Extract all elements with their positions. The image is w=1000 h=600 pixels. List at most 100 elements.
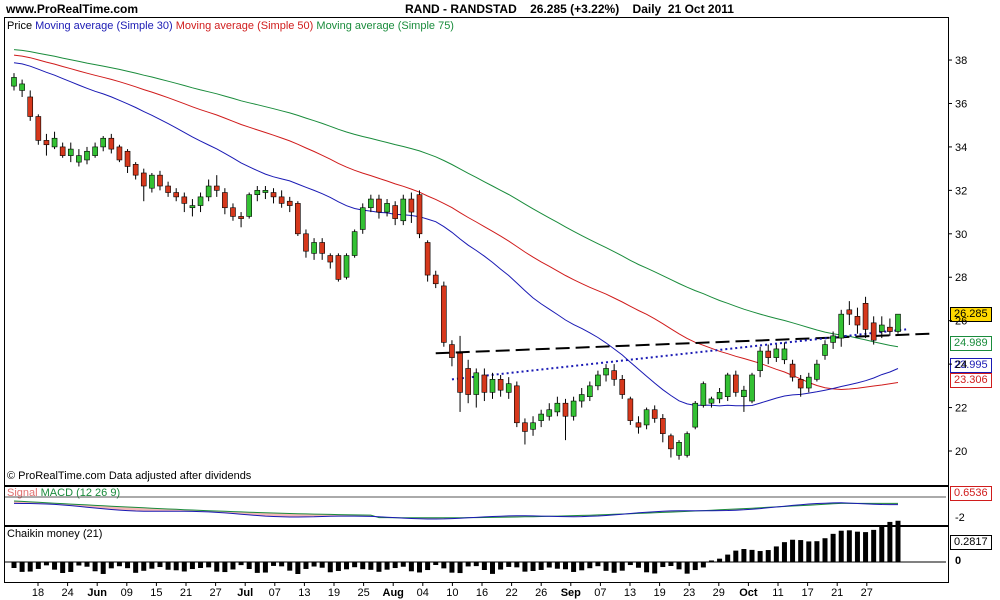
y-tick-label: 22	[955, 403, 967, 415]
candle-body	[546, 409, 553, 417]
x-tick-label: 10	[446, 587, 458, 599]
candle-body	[43, 140, 50, 146]
chaikin-bar	[84, 562, 90, 567]
macd-label: MACD (12 26 9)	[40, 487, 121, 499]
chaikin-bar	[790, 539, 796, 562]
chaikin-bar	[830, 533, 836, 562]
chaikin-bar	[449, 562, 455, 573]
chaikin-bar	[627, 562, 633, 566]
chaikin-bar	[846, 530, 852, 562]
candle-body	[230, 207, 236, 217]
x-tick-label: Sep	[561, 587, 581, 599]
candle-body	[132, 163, 139, 176]
candle-body	[441, 285, 447, 343]
candle-body	[35, 116, 42, 141]
chaikin-bar	[376, 562, 382, 572]
y-tick-label: 38	[955, 55, 967, 67]
candle-body	[213, 185, 220, 191]
candle-body	[838, 313, 845, 339]
chaikin-bar	[206, 562, 212, 568]
x-tick-label: 13	[624, 587, 636, 599]
chaikin-bar	[344, 562, 350, 570]
period: Daily	[632, 2, 662, 16]
candle-body	[384, 203, 390, 213]
candle-body	[862, 303, 869, 330]
candle-body	[335, 255, 342, 280]
price-legend: Price Moving average (Simple 30) Moving …	[7, 20, 454, 32]
candle-body	[165, 185, 171, 193]
x-tick-label: 29	[713, 587, 725, 599]
chaikin-bar	[887, 521, 893, 562]
chaikin-bar	[822, 538, 828, 562]
x-tick-label: 11	[772, 587, 783, 599]
chaikin-bar	[214, 562, 220, 572]
x-tick-label: 24	[61, 587, 73, 599]
chaikin-bar	[246, 562, 252, 570]
ma30-line	[13, 62, 899, 407]
x-tick-label: 09	[121, 587, 133, 599]
chaikin-bar	[773, 546, 779, 562]
chaikin-bar	[35, 562, 41, 569]
ma75-tag: 24.989	[950, 336, 992, 351]
candle-body	[627, 398, 634, 421]
ma50-tag: 23.306	[950, 373, 992, 388]
instrument-info: RAND - RANDSTAD 26.285 (+3.22%) Daily 21…	[405, 2, 734, 16]
candle-body	[716, 392, 723, 400]
candle-body	[140, 172, 147, 187]
candle-body	[189, 205, 196, 209]
chart-date: 21 Oct 2011	[667, 2, 734, 16]
chaikin-bar	[838, 530, 844, 562]
candle-body	[692, 402, 699, 428]
x-tick-label: 21	[831, 587, 843, 599]
chaikin-bar	[571, 562, 577, 572]
chaikin-bar	[660, 562, 666, 568]
macd-signal-label: Signal	[7, 487, 38, 499]
chaikin-bar	[279, 562, 285, 567]
candle-body	[635, 422, 642, 428]
chaikin-bar	[854, 531, 860, 562]
ma50-line	[13, 54, 899, 391]
chaikin-bar	[441, 562, 447, 569]
candle-body	[854, 316, 861, 326]
legend-ma75: Moving average (Simple 75)	[316, 20, 454, 32]
last-price-tag: 26.285	[950, 307, 992, 322]
chaikin-bar	[76, 562, 82, 566]
chaikin-bar	[27, 562, 33, 572]
chaikin-bar	[368, 562, 374, 570]
x-tick-label: 16	[476, 587, 488, 599]
chaikin-bar	[692, 562, 698, 571]
candle-body	[246, 194, 252, 217]
x-tick-label: 25	[357, 587, 369, 599]
resistance-trendline	[435, 332, 931, 355]
candle-body	[51, 137, 58, 148]
chaikin-bar	[141, 562, 147, 571]
candle-body	[108, 137, 115, 150]
x-tick-label: 27	[861, 587, 873, 599]
chaikin-bar	[733, 550, 739, 562]
chaikin-bar	[425, 562, 431, 571]
candle-body	[124, 150, 131, 167]
candle-body	[805, 376, 812, 389]
site-name[interactable]: www.ProRealTime.com	[6, 2, 139, 16]
candle-body	[238, 216, 244, 219]
chaikin-bar	[895, 520, 901, 562]
candle-body	[870, 322, 877, 341]
x-tick-label: 19	[328, 587, 340, 599]
candle-body	[457, 352, 463, 393]
candle-body	[700, 383, 707, 406]
chaikin-bar	[43, 562, 49, 566]
chart-header: www.ProRealTime.com RAND - RANDSTAD 26.2…	[0, 0, 1000, 18]
price-change: (+3.22%)	[570, 2, 620, 16]
chaikin-bar	[879, 525, 885, 562]
ma30-tag: 23.995	[950, 358, 992, 373]
candle-body	[449, 344, 455, 358]
candle-body	[846, 309, 853, 315]
chaikin-bar	[173, 562, 179, 571]
chaikin-bar	[319, 562, 325, 568]
chaikin-bar	[684, 562, 690, 574]
x-tick-label: 19	[653, 587, 665, 599]
candle-body	[660, 418, 666, 434]
chaikin-bar	[481, 562, 487, 571]
chaikin-bar	[238, 562, 244, 566]
